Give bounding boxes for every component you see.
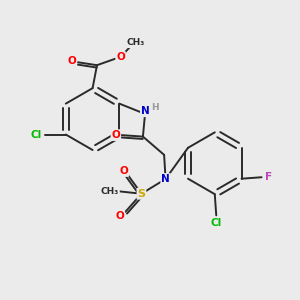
Text: N: N: [161, 174, 170, 184]
Text: S: S: [137, 189, 146, 199]
Text: CH₃: CH₃: [101, 187, 119, 196]
Text: Cl: Cl: [31, 130, 42, 140]
Text: N: N: [141, 106, 150, 116]
Text: O: O: [68, 56, 76, 66]
Text: O: O: [111, 130, 120, 140]
Text: O: O: [116, 52, 125, 62]
Text: Cl: Cl: [211, 218, 222, 228]
Text: O: O: [116, 212, 124, 221]
Text: CH₃: CH₃: [126, 38, 144, 47]
Text: H: H: [151, 103, 158, 112]
Text: F: F: [266, 172, 272, 182]
Text: O: O: [119, 166, 128, 176]
